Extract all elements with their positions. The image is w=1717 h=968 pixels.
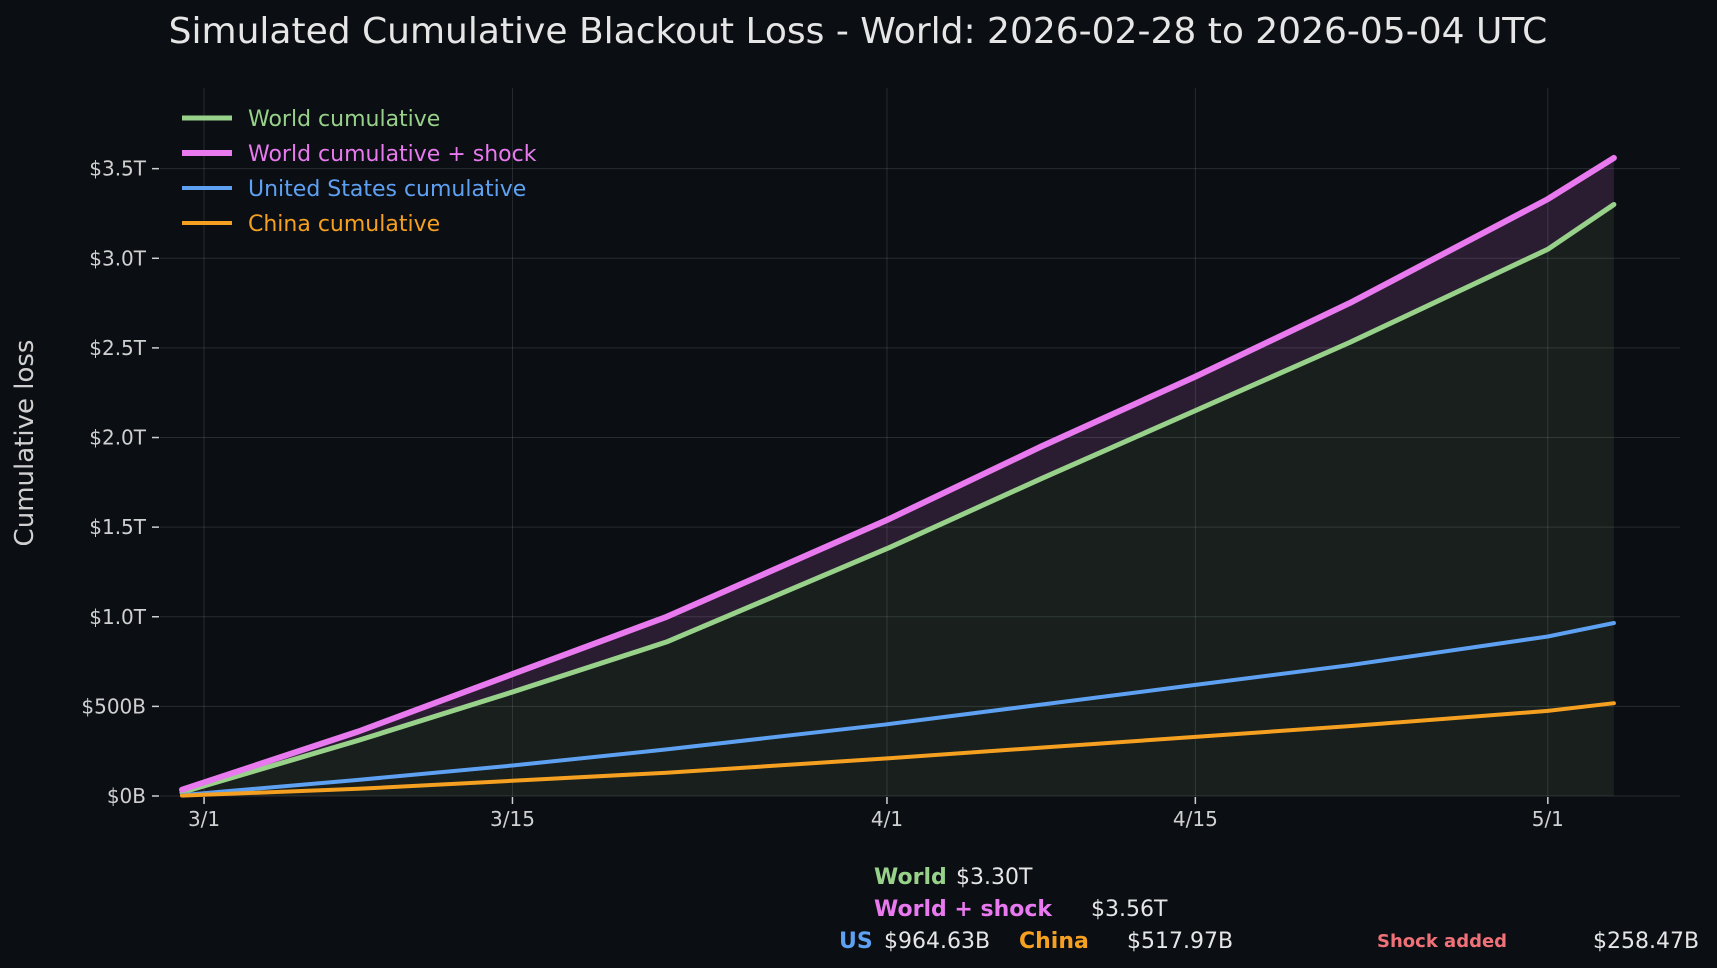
legend-label: China cumulative [248, 212, 440, 237]
grid [160, 88, 1680, 797]
summary-china-label: China [1019, 929, 1089, 954]
x-tick-label: 3/15 [490, 807, 535, 831]
summary-world-value: $3.30T [956, 865, 1033, 890]
x-tick-label: 5/1 [1532, 807, 1564, 831]
y-tick-label: $3.5T [89, 157, 147, 181]
series-line-us [180, 621, 1616, 798]
y-tick-label: $2.0T [89, 426, 147, 450]
x-tick-label: 3/1 [188, 807, 220, 831]
legend-label: World cumulative + shock [248, 142, 537, 167]
summary: World $3.30T World + shock $3.56T US $96… [839, 865, 1699, 954]
series-lines [179, 154, 1617, 798]
x-tick-label: 4/15 [1173, 807, 1218, 831]
y-axis-label: Cumulative loss [10, 340, 40, 547]
area-fills [182, 157, 1614, 796]
world-area-fill [182, 204, 1614, 796]
legend-label: United States cumulative [248, 177, 526, 202]
summary-shock-added-label: Shock added [1377, 931, 1507, 952]
x-tick-label: 4/1 [871, 807, 903, 831]
series-line-world [179, 202, 1617, 795]
y-tick-label: $1.5T [89, 515, 147, 539]
y-tick-label: $2.5T [89, 336, 147, 360]
legend: World cumulative World cumulative + shock… [182, 107, 537, 237]
y-tick-label: $3.0T [89, 246, 147, 270]
summary-world-shock-value: $3.56T [1091, 897, 1168, 922]
series-line-world-shock [179, 154, 1617, 793]
summary-shock-added-value: $258.47B [1593, 929, 1699, 954]
summary-us-value: $964.63B [884, 929, 990, 954]
summary-world-label: World [874, 865, 947, 890]
y-tick-label: $500B [81, 694, 146, 718]
chart-title: Simulated Cumulative Blackout Loss - Wor… [169, 11, 1548, 52]
summary-china-value: $517.97B [1127, 929, 1233, 954]
y-tick-label: $1.0T [89, 605, 147, 629]
y-tick-label: $0B [107, 784, 146, 808]
summary-world-shock-label: World + shock [874, 897, 1053, 922]
series-line-china [180, 701, 1616, 798]
summary-us-label: US [839, 929, 873, 954]
axes: $0B $500B $1.0T $1.5T $2.0T $2.5T $3.0T $3.5T 3/… [81, 157, 1564, 831]
legend-label: World cumulative [248, 107, 440, 132]
